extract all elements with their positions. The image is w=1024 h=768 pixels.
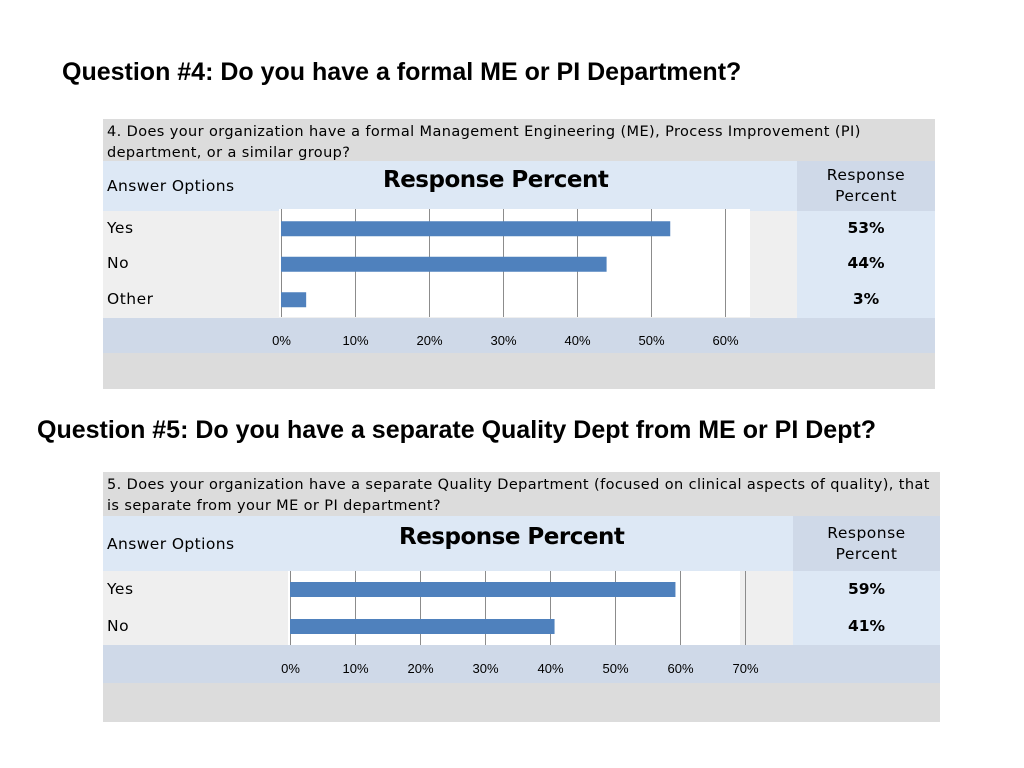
response-percent-header: Response Percent xyxy=(797,161,935,211)
chart-title: Response Percent xyxy=(399,524,625,550)
answer-label-no: No xyxy=(107,616,130,635)
x-tick-label: 60% xyxy=(712,333,739,348)
x-tick-label: 60% xyxy=(667,661,694,676)
answer-label-yes: Yes xyxy=(107,579,134,598)
question-text: 5. Does your organization have a separat… xyxy=(107,477,930,514)
axis-band xyxy=(103,645,940,683)
bar-chart-svg xyxy=(290,571,746,645)
survey-panel-q4: 4. Does your organization have a formal … xyxy=(103,119,935,389)
chart-title: Response Percent xyxy=(383,167,609,193)
x-tick-label: 0% xyxy=(281,661,300,676)
bar-no xyxy=(290,619,555,634)
question-text: 4. Does your organization have a formal … xyxy=(107,124,861,161)
x-tick-label: 10% xyxy=(342,333,369,348)
x-tick-label: 50% xyxy=(638,333,665,348)
x-tick-label: 40% xyxy=(537,661,564,676)
answer-options-label: Answer Options xyxy=(107,535,235,553)
percent-value-no: 44% xyxy=(847,254,885,273)
x-tick-label: 0% xyxy=(272,333,291,348)
question-5-heading: Question #5: Do you have a separate Qual… xyxy=(37,416,877,444)
x-tick-label: 70% xyxy=(732,661,759,676)
x-tick-label: 20% xyxy=(416,333,443,348)
percent-value-other: 3% xyxy=(852,289,880,308)
bar-no xyxy=(281,256,607,272)
x-tick-label: 30% xyxy=(472,661,499,676)
answer-label-no: No xyxy=(107,254,130,273)
answer-label-other: Other xyxy=(107,289,154,308)
bar-yes xyxy=(281,221,671,237)
percent-value-yes: 53% xyxy=(847,218,885,237)
answer-label-yes: Yes xyxy=(107,218,134,237)
x-tick-label: 20% xyxy=(407,661,434,676)
bar-other xyxy=(281,292,307,308)
percent-value-no: 41% xyxy=(847,616,886,635)
axis-band xyxy=(103,318,935,353)
bar-chart-svg xyxy=(281,209,726,317)
header-row: Answer Options Response Percent xyxy=(103,516,793,571)
bar-yes xyxy=(290,582,676,597)
x-tick-label: 50% xyxy=(602,661,629,676)
percent-column xyxy=(793,571,940,645)
percent-value-yes: 59% xyxy=(847,579,886,598)
x-tick-label: 30% xyxy=(490,333,517,348)
x-tick-label: 10% xyxy=(342,661,369,676)
question-4-heading: Question #4: Do you have a formal ME or … xyxy=(62,58,742,86)
plot-area xyxy=(288,571,746,645)
answer-options-label: Answer Options xyxy=(107,177,235,195)
response-percent-header: Response Percent xyxy=(793,516,940,571)
plot-area xyxy=(279,209,750,317)
x-tick-label: 40% xyxy=(564,333,591,348)
response-percent-header-label: Response Percent xyxy=(826,166,906,205)
response-percent-header-label: Response Percent xyxy=(827,523,906,563)
survey-panel-q5: 5. Does your organization have a separat… xyxy=(103,472,940,722)
header-row: Answer Options Response Percent xyxy=(103,161,797,211)
percent-column xyxy=(797,211,935,318)
